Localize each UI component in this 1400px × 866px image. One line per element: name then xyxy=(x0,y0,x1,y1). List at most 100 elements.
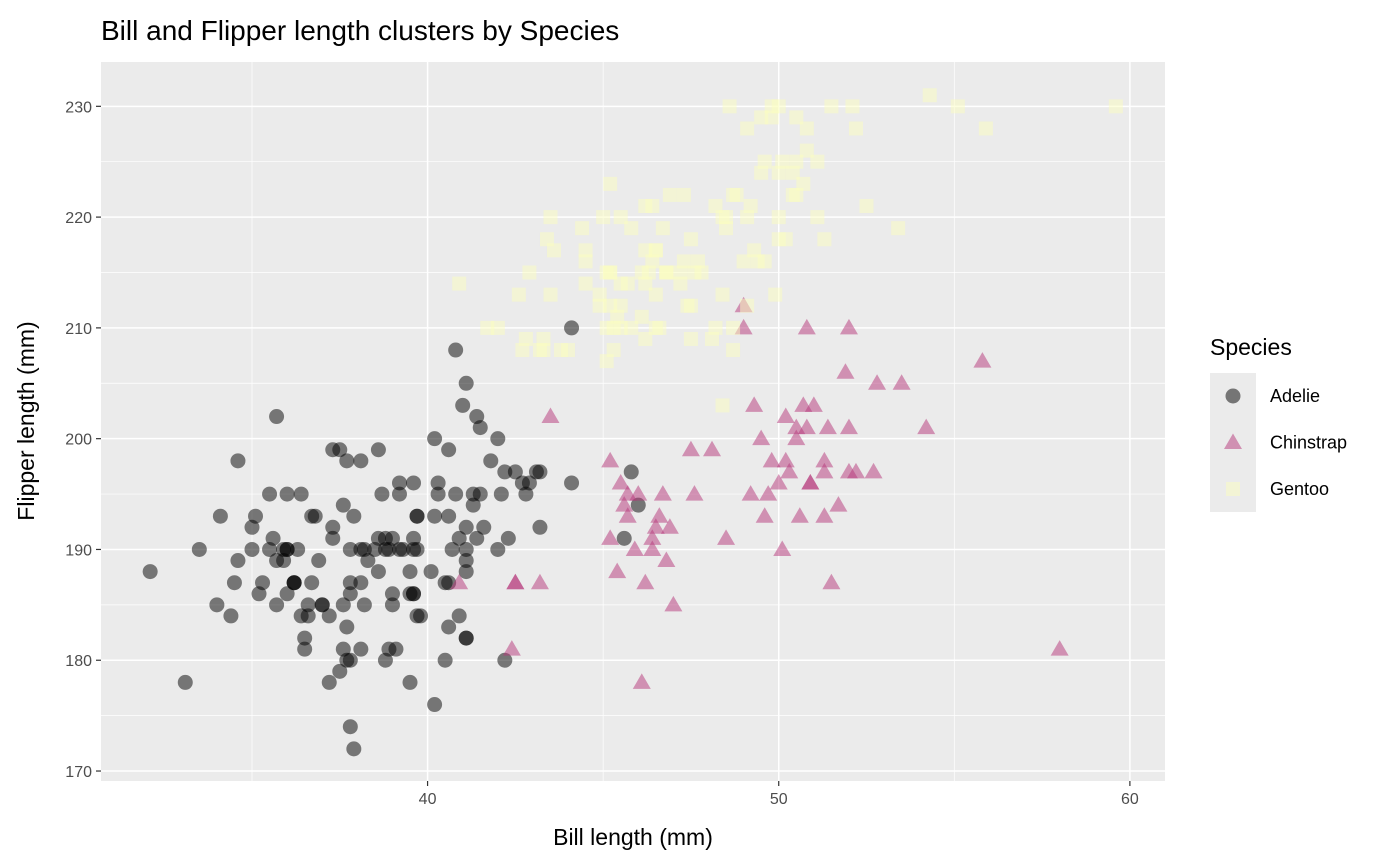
gentoo-point xyxy=(480,320,495,335)
adelie-point xyxy=(321,674,337,690)
chinstrap-point xyxy=(611,473,630,490)
adelie-point xyxy=(370,564,386,580)
chinstrap-point xyxy=(836,363,855,379)
adelie-point xyxy=(367,541,383,557)
adelie-point xyxy=(265,530,281,546)
gentoo-point xyxy=(543,287,558,302)
gentoo-point xyxy=(518,331,533,346)
gentoo-point xyxy=(634,309,649,324)
adelie-point xyxy=(493,486,509,502)
adelie-point xyxy=(564,320,580,336)
adelie-point xyxy=(370,442,386,458)
gentoo-point xyxy=(606,343,621,358)
gentoo-point xyxy=(613,210,628,225)
chinstrap-point xyxy=(846,462,865,479)
chinstrap-point xyxy=(829,496,848,512)
gentoo-point xyxy=(715,287,730,302)
chinstrap-point xyxy=(608,562,627,579)
gentoo-point xyxy=(708,320,723,335)
adelie-point xyxy=(532,519,548,535)
gentoo-point xyxy=(708,199,723,214)
adelie-point xyxy=(290,541,306,557)
adelie-point xyxy=(335,641,351,657)
chinstrap-point xyxy=(703,440,722,457)
chinstrap-point xyxy=(643,540,662,556)
adelie-point xyxy=(346,741,362,757)
gentoo-point xyxy=(754,165,769,180)
x-tick-label: 60 xyxy=(1121,791,1139,808)
adelie-point xyxy=(458,375,474,391)
gentoo-point xyxy=(638,331,653,346)
gentoo-point xyxy=(683,298,698,313)
legend: Species Adelie Chinstrap Gentoo xyxy=(1210,334,1347,512)
legend-label-chinstrap: Chinstrap xyxy=(1270,433,1347,453)
adelie-point xyxy=(455,397,471,413)
adelie-point xyxy=(209,597,225,613)
gentoo-point xyxy=(950,99,965,114)
chinstrap-point xyxy=(741,485,760,501)
x-axis-title: Bill length (mm) xyxy=(553,824,713,850)
chinstrap-point xyxy=(815,462,834,479)
adelie-point xyxy=(384,597,400,613)
chinstrap-point xyxy=(752,429,771,446)
gentoo-point xyxy=(599,320,614,335)
gentoo-point xyxy=(771,210,786,225)
chinstrap-point xyxy=(773,540,792,556)
gentoo-point xyxy=(1108,99,1123,114)
adelie-point xyxy=(402,674,418,690)
adelie-point xyxy=(630,497,646,513)
gentoo-point xyxy=(596,210,611,225)
chart-title: Bill and Flipper length clusters by Spec… xyxy=(101,15,619,46)
adelie-point xyxy=(342,575,358,591)
adelie-point xyxy=(223,608,239,624)
gentoo-point xyxy=(824,99,839,114)
gentoo-point xyxy=(673,276,688,291)
gentoo-point xyxy=(764,99,779,114)
gentoo-point xyxy=(789,154,804,169)
adelie-point xyxy=(427,508,443,524)
adelie-point xyxy=(353,575,369,591)
adelie-point xyxy=(448,486,464,502)
adelie-point xyxy=(483,453,499,469)
gentoo-point xyxy=(789,110,804,125)
gentoo-point xyxy=(522,265,537,280)
adelie-point xyxy=(384,586,400,602)
chinstrap-point xyxy=(787,429,806,446)
gentoo-point xyxy=(726,320,741,335)
y-axis-ticks: 170 180 190 200 210 220 230 xyxy=(65,99,101,781)
adelie-point xyxy=(339,453,355,469)
adelie-point xyxy=(384,530,400,546)
chinstrap-point xyxy=(530,573,549,590)
adelie-point xyxy=(356,541,372,557)
chinstrap-point xyxy=(615,496,634,512)
adelie-point xyxy=(346,508,362,524)
adelie-point xyxy=(279,586,295,602)
chinstrap-point xyxy=(755,507,774,523)
gentoo-point xyxy=(634,265,649,280)
gentoo-point xyxy=(638,276,653,291)
legend-key-adelie xyxy=(1225,388,1241,404)
gentoo-point xyxy=(578,254,593,269)
gentoo-point xyxy=(817,232,832,247)
gentoo-point xyxy=(750,254,765,269)
adelie-point xyxy=(458,564,474,580)
chinstrap-point xyxy=(892,374,911,390)
gentoo-point xyxy=(736,254,751,269)
chinstrap-point xyxy=(745,396,764,412)
chinstrap-point xyxy=(769,473,788,490)
adelie-point xyxy=(300,608,316,624)
adelie-point xyxy=(472,420,488,436)
chinstrap-point xyxy=(790,507,809,523)
gentoo-point xyxy=(592,298,607,313)
gentoo-point xyxy=(613,298,628,313)
adelie-point xyxy=(406,586,422,602)
y-tick-label: 230 xyxy=(65,99,92,116)
adelie-point xyxy=(269,597,285,613)
y-tick-label: 210 xyxy=(65,321,92,338)
adelie-point xyxy=(528,464,544,480)
adelie-point xyxy=(307,508,323,524)
gentoo-point xyxy=(648,287,663,302)
legend-key-chinstrap xyxy=(1224,433,1242,449)
adelie-point xyxy=(262,486,278,502)
chinstrap-point xyxy=(618,507,637,523)
